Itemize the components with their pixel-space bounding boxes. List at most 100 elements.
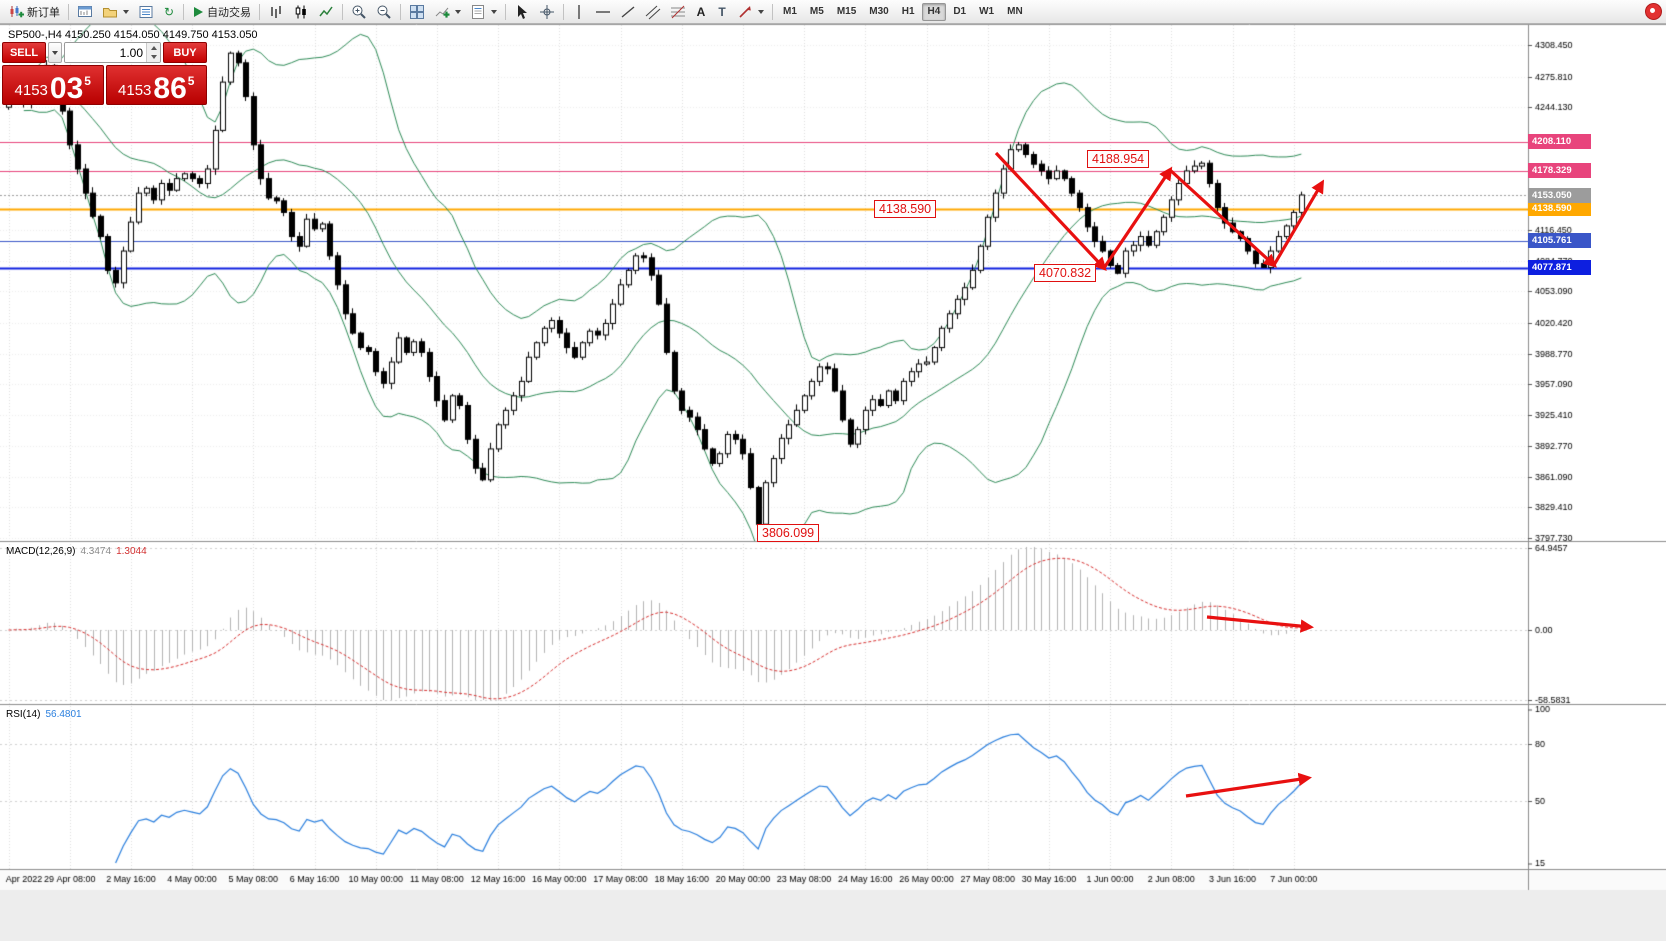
bar-chart-type-button[interactable] xyxy=(264,2,288,22)
new-order-label: 新订单 xyxy=(27,6,60,19)
sell-button[interactable]: SELL xyxy=(2,42,46,63)
auto-trade-play-icon xyxy=(194,6,203,17)
buy-price-button[interactable]: 4153 86 5 xyxy=(105,65,207,105)
horizontal-line-icon xyxy=(596,10,610,13)
text-tool-icon: A xyxy=(696,4,706,19)
chart-window-button[interactable] xyxy=(73,2,97,22)
tile-windows-icon xyxy=(410,4,424,19)
toolbar-separator xyxy=(400,3,401,20)
zoom-in-button[interactable] xyxy=(347,2,371,22)
volume-steppers xyxy=(146,43,160,62)
candlestick-chart-type-button[interactable] xyxy=(289,2,313,22)
price-axis-badge: 4105.761 xyxy=(1528,233,1591,249)
volume-input[interactable] xyxy=(65,43,146,62)
timeframe-m30-button[interactable]: M30 xyxy=(863,3,894,21)
timeframe-m1-button[interactable]: M1 xyxy=(777,3,803,21)
profiles-caret-icon xyxy=(123,9,129,14)
new-order-icon xyxy=(10,5,24,17)
channel-tool-button[interactable] xyxy=(641,2,665,22)
trade-options-button[interactable] xyxy=(48,42,62,63)
symbol-quote-header: SP500-,H4 4150.250 4154.050 4149.750 415… xyxy=(8,29,258,41)
fibonacci-tool-button[interactable] xyxy=(666,2,690,22)
indicators-caret-icon xyxy=(455,9,461,14)
sell-price-sup: 5 xyxy=(84,74,91,88)
rsi-value: 56.4801 xyxy=(45,709,82,720)
new-order-button[interactable]: 新订单 xyxy=(4,2,64,22)
arrow-tool-icon xyxy=(739,5,751,18)
timeframe-bar: M1 M5 M15 M30 H1 H4 D1 W1 MN xyxy=(777,2,1029,21)
crosshair-icon xyxy=(540,4,554,19)
price-axis-badge: 4153.050 xyxy=(1528,187,1591,203)
profiles-icon xyxy=(103,7,117,17)
arrows-caret-icon xyxy=(758,9,764,14)
indicators-icon xyxy=(435,7,450,18)
stepper-down-icon xyxy=(150,55,157,60)
buy-price-pips: 86 xyxy=(153,71,187,105)
market-watch-button[interactable] xyxy=(134,2,158,22)
zoom-in-icon xyxy=(352,5,366,19)
zoom-out-button[interactable] xyxy=(372,2,396,22)
price-axis-badge: 4208.110 xyxy=(1528,134,1591,150)
cursor-tool-button[interactable] xyxy=(510,2,534,22)
chart-window-icon xyxy=(78,5,92,17)
horizontal-line-tool-button[interactable] xyxy=(591,2,615,22)
price-annotation-label[interactable]: 4188.954 xyxy=(1087,150,1150,168)
market-watch-icon xyxy=(139,5,153,18)
timeframe-d1-button[interactable]: D1 xyxy=(947,3,972,21)
timeframe-mn-button[interactable]: MN xyxy=(1001,3,1029,21)
fibonacci-icon xyxy=(671,5,685,18)
macd-value-main: 4.3474 xyxy=(80,546,112,557)
crosshair-tool-button[interactable] xyxy=(535,2,559,22)
sell-price-pips: 03 xyxy=(49,71,84,105)
templates-button[interactable] xyxy=(466,2,501,22)
label-tool-button[interactable]: T xyxy=(712,2,732,22)
indicators-button[interactable] xyxy=(430,2,465,22)
trade-options-caret-icon xyxy=(52,50,58,55)
text-tool-button[interactable]: A xyxy=(691,2,711,22)
cursor-icon xyxy=(518,4,527,19)
tile-windows-button[interactable] xyxy=(405,2,429,22)
timeframe-m15-button[interactable]: M15 xyxy=(831,3,862,21)
macd-value-signal: 1.3044 xyxy=(116,546,147,557)
volume-up-button[interactable] xyxy=(147,43,160,53)
line-chart-icon xyxy=(319,6,333,16)
trendline-tool-button[interactable] xyxy=(616,2,640,22)
vertical-line-icon xyxy=(578,4,580,19)
timeframe-m5-button[interactable]: M5 xyxy=(804,3,830,21)
toolbar-separator xyxy=(68,3,69,20)
buy-price-big: 4153 xyxy=(118,82,152,99)
refresh-button[interactable]: ↻ xyxy=(159,2,179,22)
profiles-button[interactable] xyxy=(98,2,133,22)
buy-price-sup: 5 xyxy=(187,74,195,88)
one-click-trading-panel: SELL BUY 4153 03 5 4153 86 5 xyxy=(2,42,207,105)
sell-price-big: 4153 xyxy=(14,82,48,99)
auto-trade-label: 自动交易 xyxy=(207,6,251,19)
toolbar-separator xyxy=(563,3,564,20)
price-axis-badge: 4178.329 xyxy=(1528,163,1591,179)
vertical-line-tool-button[interactable] xyxy=(568,2,590,22)
refresh-icon: ↻ xyxy=(163,4,175,19)
timeframe-h1-button[interactable]: H1 xyxy=(896,3,921,21)
auto-trade-button[interactable]: 自动交易 xyxy=(188,2,255,22)
timeframe-w1-button[interactable]: W1 xyxy=(973,3,1000,21)
sell-price-button[interactable]: 4153 03 5 xyxy=(2,65,104,105)
toolbar-separator xyxy=(505,3,506,20)
toolbar-separator xyxy=(342,3,343,20)
timeframe-h4-button[interactable]: H4 xyxy=(921,2,947,21)
candlestick-chart-icon xyxy=(295,5,306,18)
price-annotation-label[interactable]: 4070.832 xyxy=(1034,264,1097,282)
price-annotation-label[interactable]: 4138.590 xyxy=(874,200,937,218)
channel-icon xyxy=(645,5,661,19)
arrows-tool-button[interactable] xyxy=(733,2,768,22)
volume-box xyxy=(64,42,161,63)
volume-down-button[interactable] xyxy=(147,52,160,62)
rsi-label: RSI(14) 56.4801 xyxy=(6,709,82,720)
buy-button[interactable]: BUY xyxy=(163,42,207,63)
price-annotation-label[interactable]: 3806.099 xyxy=(757,524,820,542)
templates-icon xyxy=(472,4,484,19)
line-chart-type-button[interactable] xyxy=(314,2,338,22)
price-axis-badge: 4138.590 xyxy=(1528,201,1591,217)
toolbar-separator xyxy=(183,3,184,20)
notification-icon[interactable] xyxy=(1645,3,1662,20)
